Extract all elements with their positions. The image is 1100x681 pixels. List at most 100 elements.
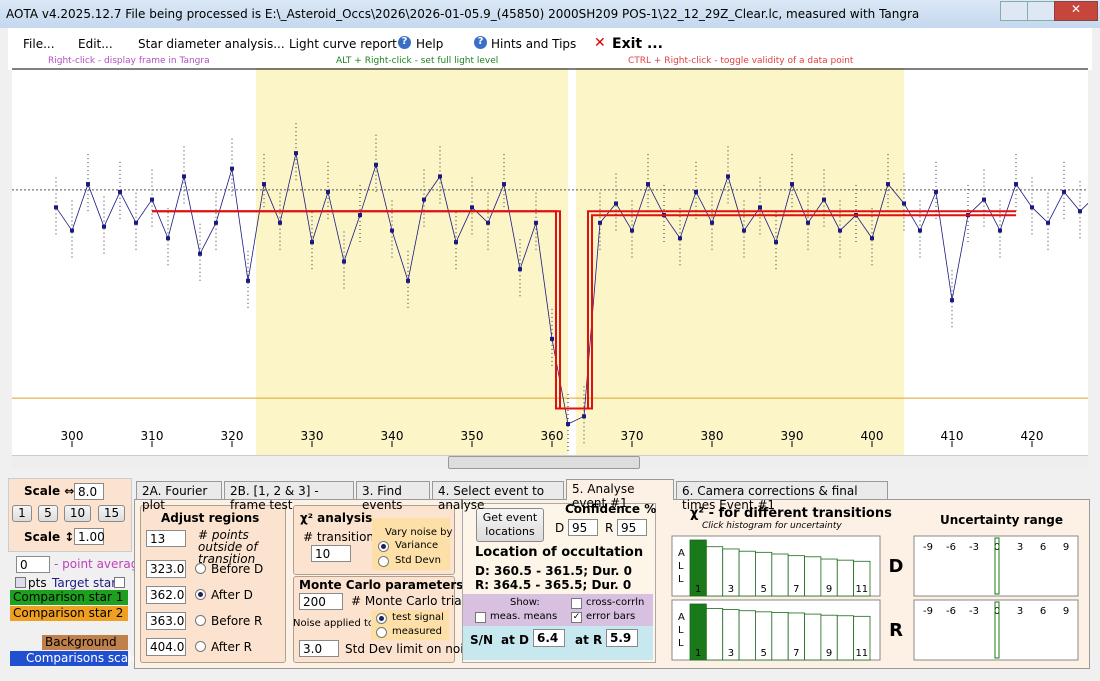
cross-check[interactable] bbox=[571, 598, 582, 609]
menu-star-diameter[interactable]: Star diameter analysis... bbox=[138, 37, 285, 51]
target-label: Target star bbox=[52, 576, 117, 590]
points-input[interactable]: 13 bbox=[146, 530, 186, 547]
scroll-thumb[interactable] bbox=[448, 456, 640, 469]
x-tick-label: 370 bbox=[621, 429, 644, 443]
transitions-input[interactable]: 10 bbox=[311, 545, 351, 562]
data-point bbox=[710, 220, 714, 225]
background-row[interactable]: Background bbox=[42, 635, 128, 650]
data-point bbox=[358, 213, 362, 218]
conf-r-input[interactable]: 95 bbox=[617, 519, 647, 536]
trials-input[interactable]: 200 bbox=[299, 593, 343, 610]
post-event-region bbox=[576, 68, 904, 455]
conf-d-label: D bbox=[555, 521, 565, 535]
title-bar bbox=[0, 0, 1100, 28]
region-radio[interactable] bbox=[195, 641, 206, 652]
at-d-label: at D bbox=[501, 633, 529, 647]
data-point bbox=[646, 182, 650, 187]
region-input[interactable]: 323.0 bbox=[146, 560, 186, 578]
scale-h-input[interactable]: 8.0 bbox=[74, 483, 104, 500]
region-radio[interactable] bbox=[195, 615, 206, 626]
data-point bbox=[694, 189, 698, 194]
tab[interactable]: 3. Find events bbox=[356, 481, 430, 512]
scaled-row[interactable]: Comparisons scaled bbox=[10, 651, 146, 666]
data-point bbox=[518, 267, 522, 272]
x-tick-label: 410 bbox=[941, 429, 964, 443]
data-point bbox=[678, 236, 682, 241]
maximize-button[interactable] bbox=[1027, 1, 1055, 21]
scale-button[interactable]: 1 bbox=[12, 505, 32, 522]
data-point bbox=[790, 182, 794, 187]
menu-hints[interactable]: Hints and Tips bbox=[491, 37, 577, 51]
scale-button[interactable]: 15 bbox=[98, 505, 125, 522]
tab[interactable]: 2A. Fourier plot bbox=[136, 481, 222, 512]
tab[interactable]: 5. Analyse event #1 bbox=[566, 479, 674, 510]
hist-bar bbox=[771, 553, 789, 597]
uncertainty-tick: 3 bbox=[1017, 542, 1023, 553]
region-radio[interactable] bbox=[195, 563, 206, 574]
region-label: Before R bbox=[211, 614, 263, 628]
light-curve-plot[interactable]: 300 310 320 330 340 350 360 370 380 390 400 410 420 bbox=[12, 68, 1088, 455]
x-tick-label: 340 bbox=[381, 429, 404, 443]
hist-bar bbox=[738, 610, 756, 661]
data-point bbox=[1030, 205, 1034, 210]
get-locations-button[interactable]: Get event locations bbox=[476, 508, 544, 542]
region-radio[interactable] bbox=[195, 589, 206, 600]
data-point bbox=[102, 224, 106, 229]
data-point bbox=[918, 228, 922, 233]
vary-label: Vary noise by bbox=[385, 527, 453, 538]
menu-help[interactable]: Help bbox=[416, 37, 444, 51]
target-check[interactable] bbox=[114, 577, 125, 588]
region-input[interactable]: 363.0 bbox=[146, 612, 186, 630]
hist-bar bbox=[771, 612, 789, 661]
comp2-row[interactable]: Comparison star 2 bbox=[10, 606, 128, 621]
menu-report[interactable]: Light curve report bbox=[289, 37, 397, 51]
region-label: After R bbox=[211, 640, 252, 654]
tab[interactable]: 2B. [1, 2 & 3] - frame test bbox=[224, 481, 354, 512]
data-point bbox=[246, 278, 250, 283]
tab[interactable]: 6. Camera corrections & final times Even… bbox=[676, 481, 888, 512]
uncertainty-tick: -6 bbox=[946, 606, 956, 617]
all-label: A bbox=[678, 612, 685, 623]
comp1-row[interactable]: Comparison star 1 bbox=[10, 590, 128, 605]
points-label: # points outside of transition bbox=[198, 528, 258, 566]
hist-x-label: 1 bbox=[695, 584, 701, 595]
meas-check[interactable] bbox=[475, 612, 486, 623]
scale-v-input[interactable]: 1.00 bbox=[74, 528, 105, 545]
errbars-check[interactable]: ✓ bbox=[571, 612, 582, 623]
minimize-button[interactable] bbox=[1000, 1, 1028, 21]
data-point bbox=[342, 259, 346, 264]
data-point bbox=[262, 182, 266, 187]
region-input[interactable]: 404.0 bbox=[146, 638, 186, 656]
all-label: L bbox=[678, 638, 684, 649]
pts-label: pts bbox=[28, 576, 47, 590]
test-radio[interactable] bbox=[376, 613, 387, 624]
variance-radio[interactable] bbox=[378, 541, 389, 552]
data-point bbox=[934, 189, 938, 194]
menu-edit[interactable]: Edit... bbox=[78, 37, 113, 51]
pts-check[interactable] bbox=[15, 577, 26, 588]
measured-radio[interactable] bbox=[376, 627, 387, 638]
tab[interactable]: 4. Select event to analyse bbox=[432, 481, 564, 512]
conf-d-input[interactable]: 95 bbox=[568, 519, 598, 536]
close-button[interactable]: ✕ bbox=[1054, 1, 1098, 21]
scale-button[interactable]: 5 bbox=[38, 505, 58, 522]
menu-exit[interactable]: Exit ... bbox=[612, 36, 663, 52]
transitions-label: # transitions bbox=[303, 530, 381, 544]
uncertainty-tick: 6 bbox=[1040, 606, 1046, 617]
x-tick-label: 400 bbox=[861, 429, 884, 443]
uncertainty-tick: 9 bbox=[1063, 542, 1069, 553]
avg-select[interactable]: 0 bbox=[16, 556, 50, 573]
stddevn-radio[interactable] bbox=[378, 556, 389, 567]
data-point bbox=[982, 197, 986, 202]
menu-file[interactable]: File... bbox=[23, 37, 55, 51]
scale-button[interactable]: 10 bbox=[64, 505, 91, 522]
region-input[interactable]: 362.0 bbox=[146, 586, 186, 604]
hist-bar bbox=[853, 615, 871, 661]
limit-input[interactable]: 3.0 bbox=[299, 640, 339, 657]
data-point bbox=[198, 251, 202, 256]
data-point bbox=[278, 220, 282, 225]
data-point bbox=[742, 228, 746, 233]
scale-v-label: Scale ↕ bbox=[24, 530, 75, 544]
